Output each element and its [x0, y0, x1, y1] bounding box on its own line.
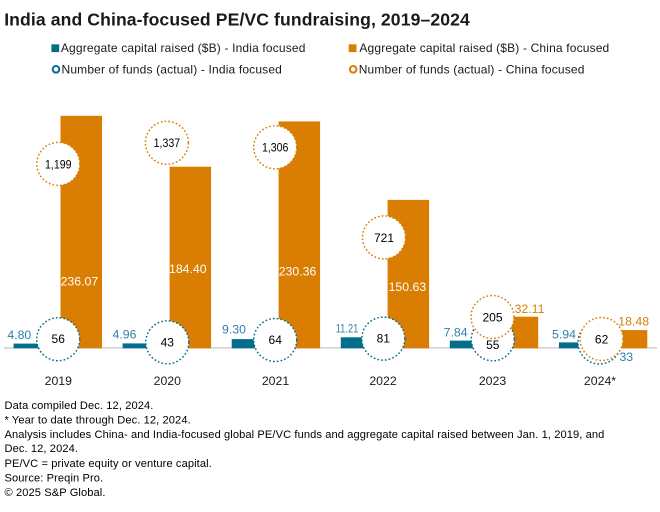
svg-text:2023: 2023	[479, 374, 507, 388]
svg-text:Number of funds (actual) - Chi: Number of funds (actual) - China focused	[359, 63, 585, 77]
svg-text:© 2025 S&P Global.: © 2025 S&P Global.	[5, 487, 106, 499]
svg-text:33: 33	[619, 350, 633, 364]
svg-text:230.36: 230.36	[279, 264, 317, 278]
svg-text:721: 721	[374, 231, 394, 245]
svg-text:32.11: 32.11	[515, 302, 545, 316]
svg-text:Data compiled Dec. 12, 2024.: Data compiled Dec. 12, 2024.	[5, 400, 154, 412]
svg-text:2019: 2019	[45, 374, 73, 388]
svg-text:* Year to date through Dec. 12: * Year to date through Dec. 12, 2024.	[5, 415, 191, 427]
svg-text:2024*: 2024*	[584, 374, 616, 388]
svg-text:5.94: 5.94	[552, 327, 576, 341]
svg-text:PE/VC = private equity or vent: PE/VC = private equity or venture capita…	[5, 458, 212, 470]
svg-text:2022: 2022	[369, 374, 397, 388]
svg-text:7.84: 7.84	[444, 325, 468, 339]
svg-text:150.63: 150.63	[389, 280, 427, 294]
svg-text:205: 205	[482, 310, 502, 324]
svg-text:62: 62	[595, 332, 609, 346]
svg-text:Aggregate capital raised ($B): Aggregate capital raised ($B) - China fo…	[359, 41, 609, 55]
svg-text:9.30: 9.30	[222, 323, 246, 337]
svg-text:43: 43	[161, 335, 175, 349]
svg-text:184.40: 184.40	[169, 262, 207, 276]
svg-text:Source: Preqin Pro.: Source: Preqin Pro.	[5, 473, 104, 485]
svg-text:236.07: 236.07	[61, 275, 99, 289]
svg-text:11.21: 11.21	[336, 322, 359, 336]
svg-text:India and China-focused PE/VC: India and China-focused PE/VC fundraisin…	[4, 9, 470, 29]
svg-text:1,306: 1,306	[262, 141, 289, 155]
svg-text:56: 56	[52, 332, 66, 346]
svg-text:1,337: 1,337	[154, 136, 181, 150]
svg-text:Aggregate capital raised ($B): Aggregate capital raised ($B) - India fo…	[61, 41, 306, 55]
svg-text:Number of funds (actual) - Ind: Number of funds (actual) - India focused	[62, 63, 283, 77]
svg-text:1,199: 1,199	[45, 157, 72, 171]
svg-text:18.48: 18.48	[618, 315, 649, 329]
svg-text:4.96: 4.96	[113, 328, 137, 342]
svg-text:81: 81	[377, 332, 391, 346]
svg-text:Analysis includes China- and I: Analysis includes China- and India-focus…	[5, 429, 605, 441]
svg-text:Dec. 12, 2024.: Dec. 12, 2024.	[5, 443, 79, 455]
svg-text:2020: 2020	[154, 374, 182, 388]
svg-text:64: 64	[269, 333, 283, 347]
svg-text:55: 55	[486, 338, 500, 352]
svg-text:4.80: 4.80	[7, 328, 31, 342]
svg-text:2021: 2021	[262, 374, 290, 388]
